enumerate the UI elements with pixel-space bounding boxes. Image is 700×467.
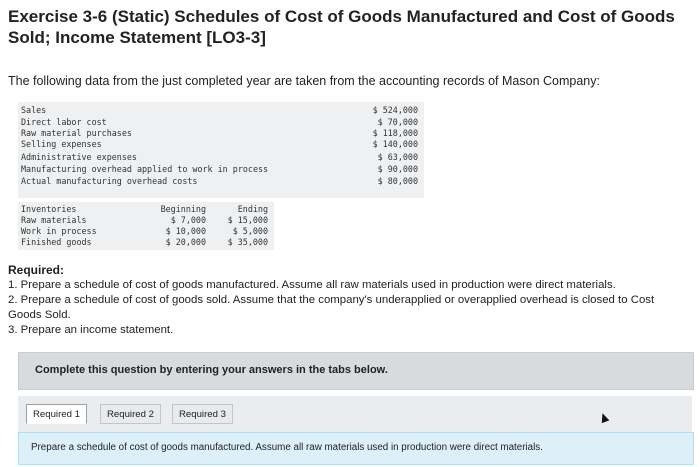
row-label: Actual manufacturing overhead costs	[21, 176, 198, 186]
page-title: Exercise 3-6 (Static) Schedules of Cost …	[8, 7, 675, 47]
tab-required-1[interactable]: Required 1	[26, 404, 87, 424]
table-row: Manufacturing overhead applied to work i…	[18, 164, 424, 175]
table-header-row: Inventories Beginning Ending	[18, 204, 274, 215]
intro-text: The following data from the just complet…	[8, 74, 600, 88]
table-row: Actual manufacturing overhead costs $ 80…	[18, 176, 424, 187]
row-value: $ 90,000	[377, 164, 418, 174]
tab-required-3[interactable]: Required 3	[172, 404, 233, 424]
column-header: Beginning	[160, 204, 206, 214]
row-value: $ 524,000	[372, 105, 418, 115]
row-label: Manufacturing overhead applied to work i…	[21, 164, 269, 174]
table-cell: $ 20,000	[165, 237, 206, 247]
tab-panel: Prepare a schedule of cost of goods manu…	[18, 432, 694, 465]
table-cell: Raw materials	[21, 215, 87, 225]
table-cell: $ 5,000	[232, 226, 268, 236]
table-row: Raw materials $ 7,000 $ 15,000	[18, 215, 274, 226]
row-label: Sales	[21, 105, 47, 115]
required-heading: Required:	[8, 263, 65, 277]
table-row: Administrative expenses $ 63,000	[18, 152, 424, 163]
row-value: $ 140,000	[372, 139, 418, 149]
required-section: Required: 1. Prepare a schedule of cost …	[8, 263, 700, 338]
row-value: $ 80,000	[377, 176, 418, 186]
required-item: 2. Prepare a schedule of cost of goods s…	[8, 294, 655, 306]
table-cell: $ 7,000	[170, 215, 206, 225]
table-cell: Work in process	[21, 226, 97, 236]
table-cell: $ 10,000	[165, 226, 206, 236]
required-item: Goods Sold.	[8, 309, 71, 321]
panel-instruction: Prepare a schedule of cost of goods manu…	[31, 442, 543, 453]
row-value: $ 70,000	[377, 117, 418, 127]
tab-bar: Required 1 Required 2 Required 3	[18, 396, 692, 432]
row-label: Selling expenses	[21, 139, 102, 149]
required-item: 1. Prepare a schedule of cost of goods m…	[8, 279, 616, 291]
data-table: Sales $ 524,000 Direct labor cost $ 70,0…	[18, 102, 424, 198]
required-item: 3. Prepare an income statement.	[8, 324, 174, 336]
table-row: Work in process $ 10,000 $ 5,000	[18, 226, 274, 237]
instruction-banner: Complete this question by entering your …	[18, 352, 694, 390]
table-row: Finished goods $ 20,000 $ 35,000	[18, 237, 274, 248]
table-cell: $ 35,000	[227, 237, 268, 247]
row-value: $ 118,000	[372, 128, 418, 138]
row-label: Raw material purchases	[21, 128, 132, 138]
row-label: Administrative expenses	[21, 152, 137, 162]
table-row: Raw material purchases $ 118,000	[18, 128, 424, 139]
row-label: Direct labor cost	[21, 117, 107, 127]
row-value: $ 63,000	[377, 152, 418, 162]
column-header: Ending	[237, 204, 268, 214]
inventory-table: Inventories Beginning Ending Raw materia…	[18, 202, 274, 250]
column-header: Inventories	[21, 204, 77, 214]
table-cell: Finished goods	[21, 237, 92, 247]
table-cell: $ 15,000	[227, 215, 268, 225]
instruction-text: Complete this question by entering your …	[35, 364, 388, 376]
table-row: Direct labor cost $ 70,000	[18, 117, 424, 128]
table-row: Selling expenses $ 140,000	[18, 139, 424, 150]
tab-required-2[interactable]: Required 2	[100, 404, 161, 424]
table-row: Sales $ 524,000	[18, 105, 424, 116]
